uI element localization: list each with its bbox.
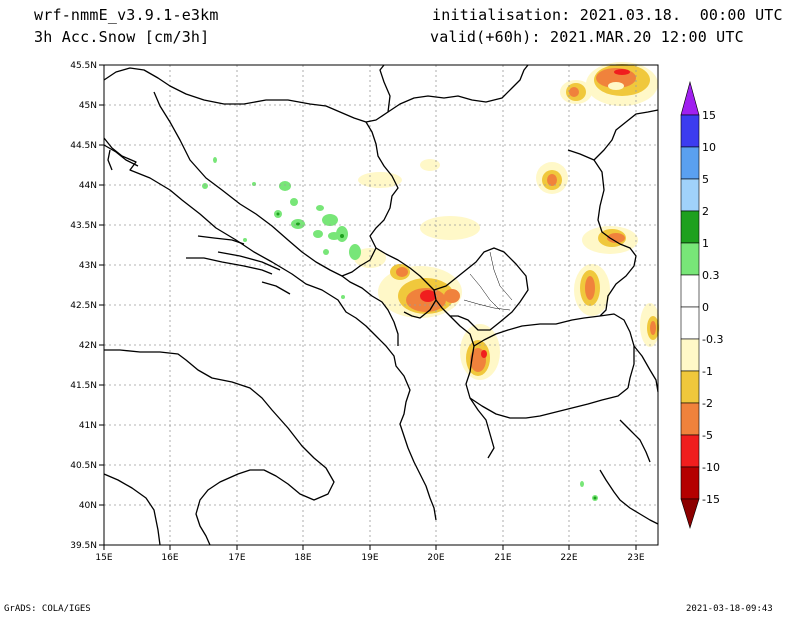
lon-label: 16E xyxy=(161,553,178,563)
colorbar-label: -10 xyxy=(702,461,720,474)
grads-credit: GrADS: COLA/IGES xyxy=(4,604,91,614)
colorbar-box xyxy=(680,146,700,180)
lon-label: 18E xyxy=(294,553,311,563)
lon-label: 17E xyxy=(228,553,245,563)
render-timestamp: 2021-03-18-09:43 xyxy=(686,604,773,614)
lat-label: 43.5N xyxy=(70,221,97,231)
lat-label: 42N xyxy=(79,341,97,351)
colorbar-box xyxy=(680,434,700,468)
colorbar-labels: 15 10 5 2 1 0.3 0 -0.3 -1 -2 -5 -10 -15 xyxy=(702,109,723,506)
valid-time: valid(+60h): 2021.MAR.20 12:00 UTC xyxy=(430,28,744,46)
colorbar-box xyxy=(680,210,700,244)
snow-field xyxy=(202,62,660,501)
colorbar-box xyxy=(680,338,700,372)
lat-label: 40N xyxy=(79,501,97,511)
lat-label: 45N xyxy=(79,101,97,111)
colorbar-box xyxy=(680,114,700,148)
colorbar-label: -5 xyxy=(702,429,713,442)
lon-label: 15E xyxy=(95,553,112,563)
colorbar-box xyxy=(680,274,700,308)
lat-labels: 45.5N 45N 44.5N 44N 43.5N 43N 42.5N 42N … xyxy=(70,61,97,551)
coastlines-borders xyxy=(103,64,659,546)
colorbar-box xyxy=(680,178,700,212)
colorbar-label: 5 xyxy=(702,173,709,186)
field-title: 3h Acc.Snow [cm/3h] xyxy=(34,28,210,46)
colorbar-label: -15 xyxy=(702,493,720,506)
colorbar xyxy=(680,80,700,530)
lat-label: 44N xyxy=(79,181,97,191)
colorbar-top-arrow xyxy=(680,80,700,116)
lat-label: 41.5N xyxy=(70,381,97,391)
colorbar-bottom-arrow xyxy=(680,498,700,530)
region-borders xyxy=(463,251,513,311)
lat-label: 45.5N xyxy=(70,61,97,71)
lon-label: 20E xyxy=(427,553,444,563)
lat-label: 40.5N xyxy=(70,461,97,471)
lon-label: 19E xyxy=(361,553,378,563)
colorbar-label: 15 xyxy=(702,109,716,122)
colorbar-box xyxy=(680,242,700,276)
colorbar-box xyxy=(680,402,700,436)
lat-label: 39.5N xyxy=(70,541,97,551)
lon-label: 21E xyxy=(494,553,511,563)
lon-ticks xyxy=(103,545,637,550)
lon-labels: 15E 16E 17E 18E 19E 20E 21E 22E 23E xyxy=(95,553,644,563)
lat-lon-grid xyxy=(104,65,658,545)
init-time: initialisation: 2021.03.18. 00:00 UTC xyxy=(432,6,783,24)
colorbar-label: 1 xyxy=(702,237,709,250)
lat-label: 41N xyxy=(79,421,97,431)
colorbar-label: 0 xyxy=(702,301,709,314)
colorbar-label: 0.3 xyxy=(702,269,720,282)
colorbar-box xyxy=(680,466,700,500)
lat-ticks xyxy=(99,64,104,546)
lat-label: 43N xyxy=(79,261,97,271)
lon-label: 23E xyxy=(627,553,644,563)
lat-label: 44.5N xyxy=(70,141,97,151)
colorbar-label: -0.3 xyxy=(702,333,723,346)
colorbar-label: -1 xyxy=(702,365,713,378)
colorbar-label: -2 xyxy=(702,397,713,410)
lon-label: 22E xyxy=(560,553,577,563)
colorbar-label: 2 xyxy=(702,205,709,218)
lat-label: 42.5N xyxy=(70,301,97,311)
model-title: wrf-nmmE_v3.9.1-e3km xyxy=(34,6,219,24)
colorbar-label: 10 xyxy=(702,141,716,154)
colorbar-box xyxy=(680,370,700,404)
colorbar-box xyxy=(680,306,700,340)
